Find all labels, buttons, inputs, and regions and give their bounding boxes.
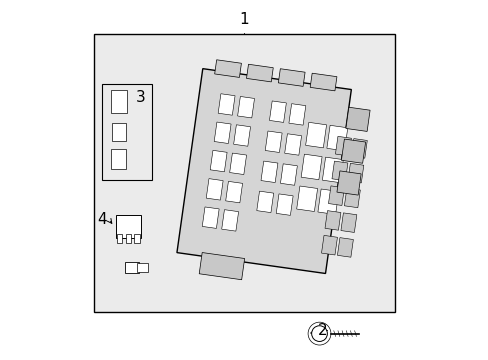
Polygon shape <box>325 211 340 230</box>
Polygon shape <box>328 186 344 206</box>
Bar <box>111 149 126 169</box>
Polygon shape <box>301 154 322 180</box>
Polygon shape <box>337 238 353 257</box>
Polygon shape <box>221 210 238 231</box>
Polygon shape <box>261 161 277 183</box>
Polygon shape <box>202 207 219 228</box>
Bar <box>116 234 122 243</box>
Polygon shape <box>264 131 282 153</box>
Bar <box>134 234 140 243</box>
Bar <box>137 263 148 272</box>
Polygon shape <box>269 101 286 122</box>
Polygon shape <box>256 191 273 213</box>
Bar <box>116 215 141 238</box>
Polygon shape <box>233 125 250 146</box>
Polygon shape <box>340 213 356 233</box>
Polygon shape <box>305 122 326 148</box>
Bar <box>94 33 394 312</box>
Polygon shape <box>210 150 226 172</box>
Polygon shape <box>331 161 347 181</box>
Text: 3: 3 <box>136 90 145 105</box>
Text: 2: 2 <box>318 323 327 338</box>
Polygon shape <box>345 107 369 131</box>
Polygon shape <box>276 194 292 215</box>
Polygon shape <box>317 189 338 215</box>
Circle shape <box>311 326 326 342</box>
Polygon shape <box>229 153 246 175</box>
Polygon shape <box>280 164 297 185</box>
Polygon shape <box>288 104 305 125</box>
Bar <box>110 90 126 113</box>
Polygon shape <box>214 60 241 77</box>
Bar <box>112 123 125 141</box>
Polygon shape <box>278 69 305 86</box>
Text: 1: 1 <box>239 12 249 27</box>
Polygon shape <box>321 235 337 255</box>
Bar <box>124 262 139 273</box>
Polygon shape <box>246 64 273 82</box>
Polygon shape <box>335 136 351 156</box>
Polygon shape <box>177 69 351 274</box>
Polygon shape <box>206 179 223 200</box>
Polygon shape <box>344 188 360 208</box>
Polygon shape <box>336 171 361 195</box>
Polygon shape <box>225 181 242 203</box>
Bar <box>125 234 131 243</box>
Text: 4: 4 <box>97 212 106 227</box>
Polygon shape <box>341 139 365 163</box>
Polygon shape <box>218 94 235 115</box>
Polygon shape <box>351 139 366 158</box>
Polygon shape <box>347 163 363 183</box>
Polygon shape <box>296 186 317 211</box>
Bar <box>102 84 151 180</box>
Polygon shape <box>237 96 254 118</box>
Polygon shape <box>199 253 244 280</box>
Polygon shape <box>326 125 347 151</box>
Polygon shape <box>214 122 231 144</box>
Polygon shape <box>284 134 301 155</box>
Polygon shape <box>309 73 336 91</box>
Polygon shape <box>322 157 343 183</box>
